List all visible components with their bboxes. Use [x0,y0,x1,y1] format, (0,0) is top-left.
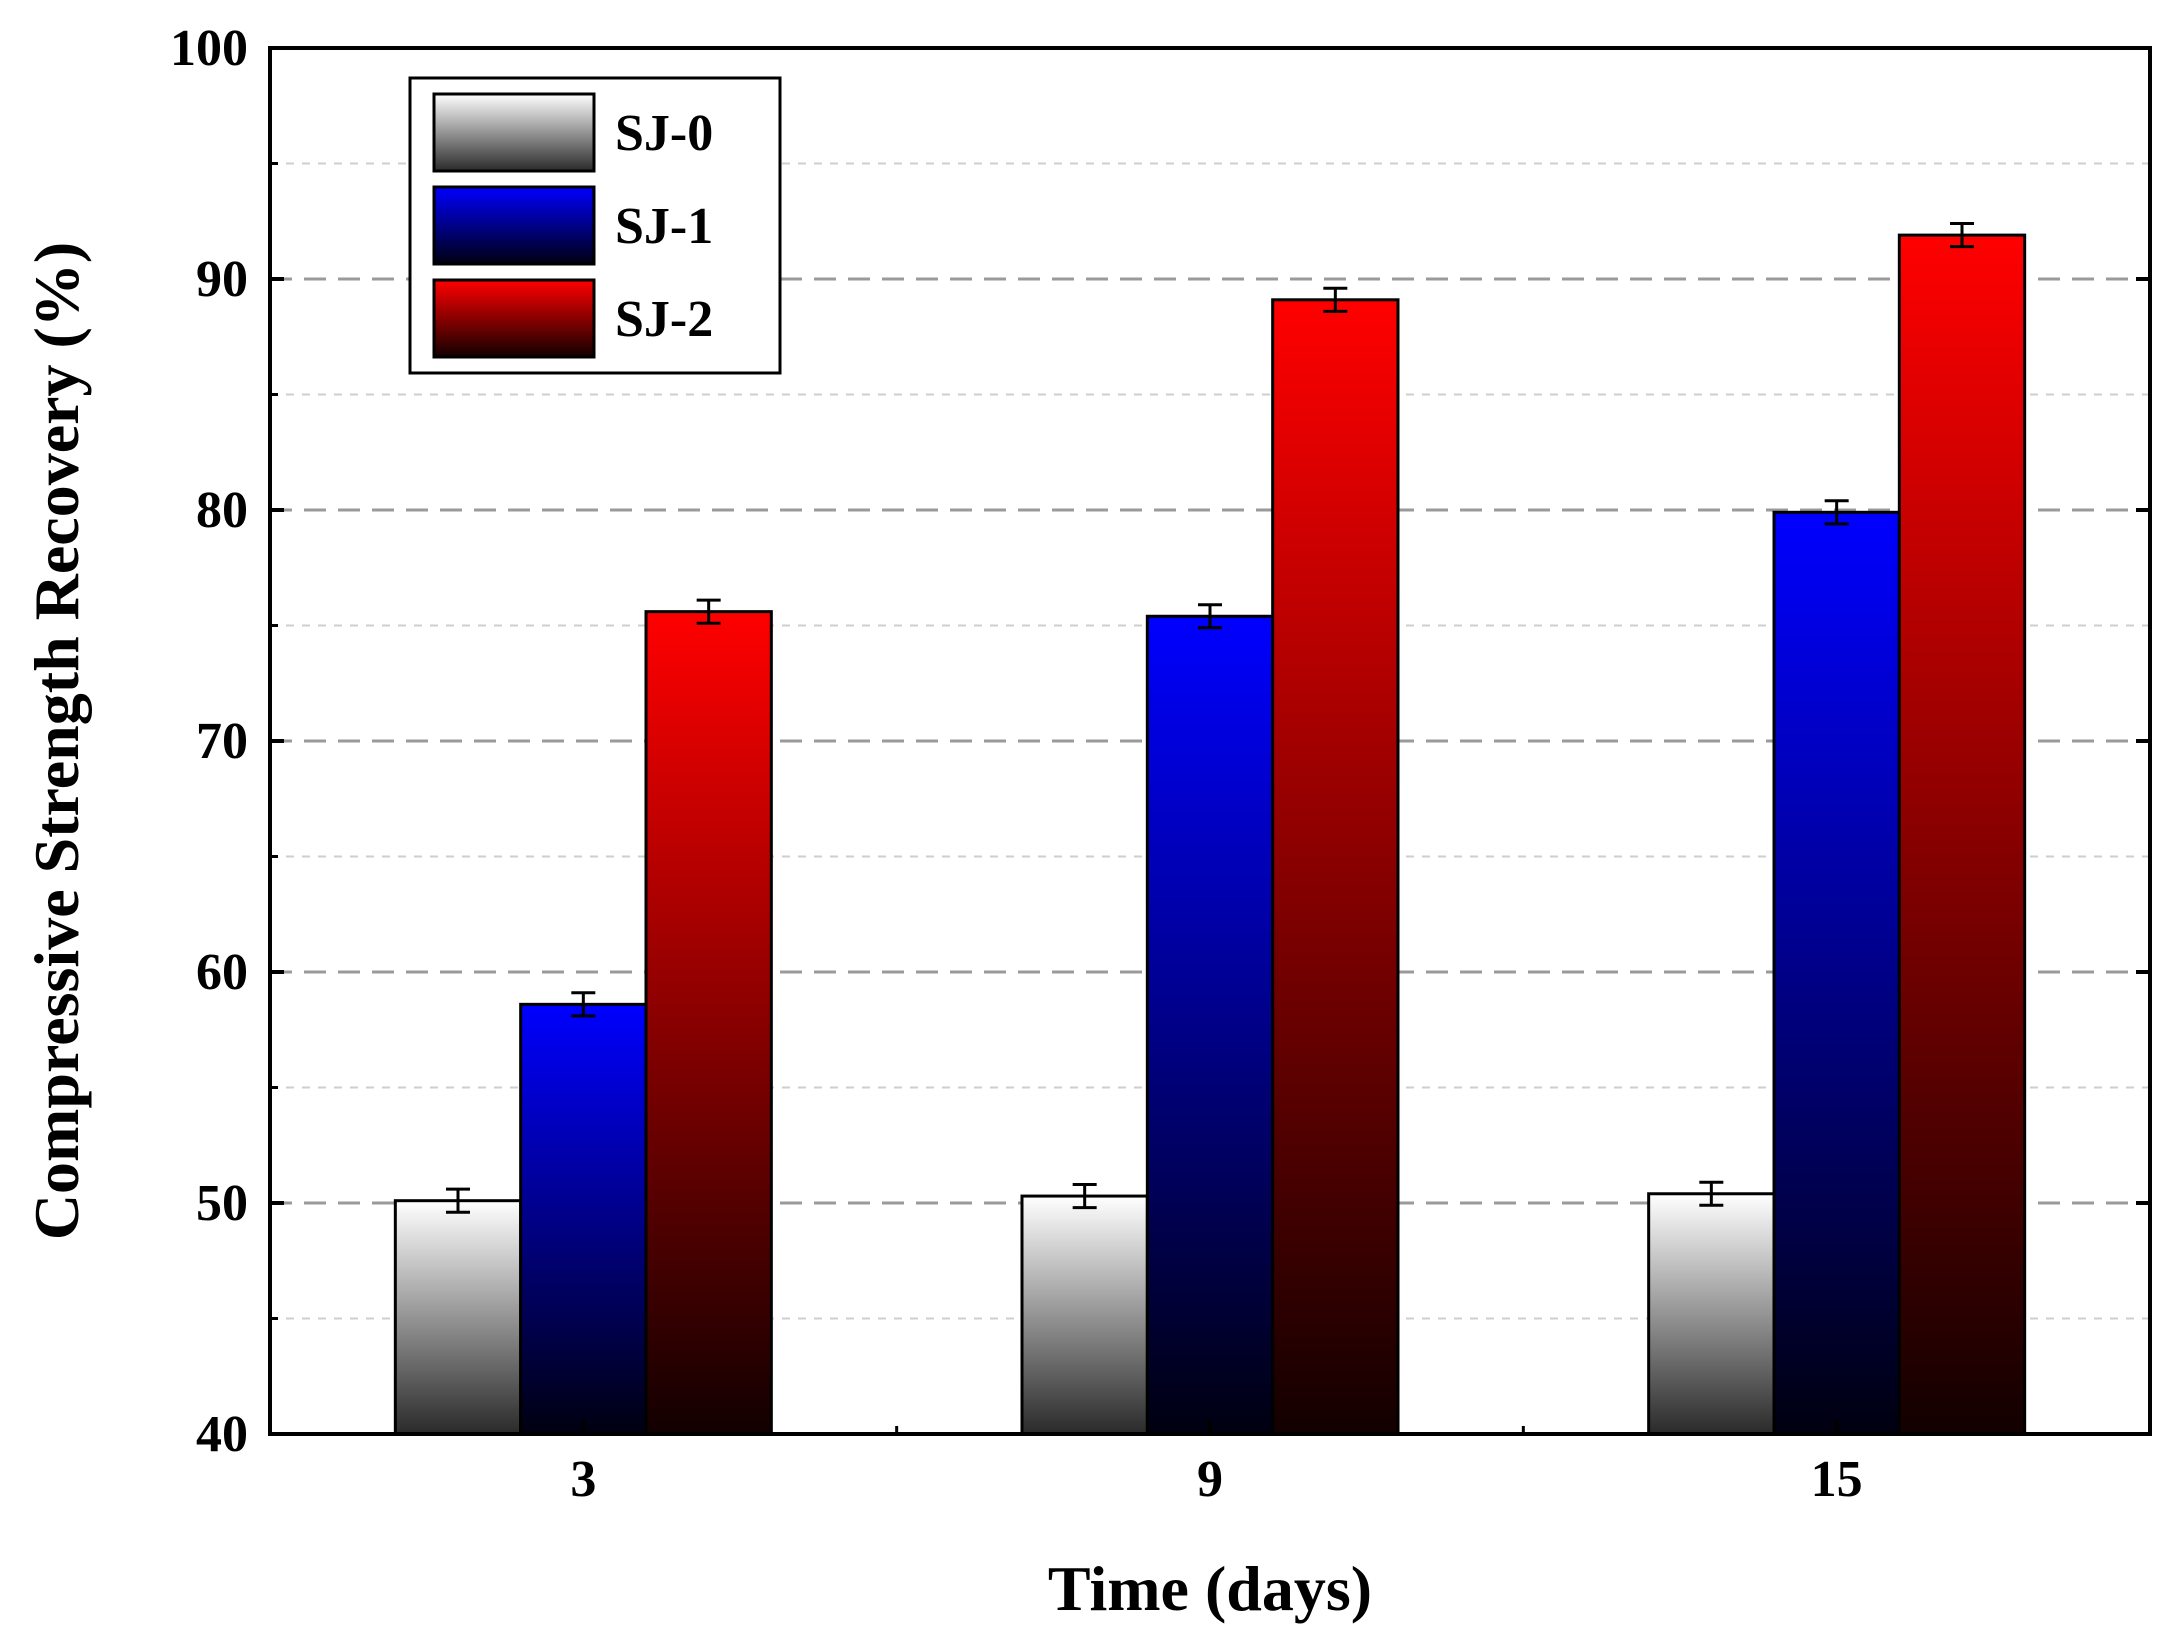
legend-label-sj-0: SJ-0 [615,105,713,162]
x-tick-label: 3 [570,1451,596,1508]
x-tick-label: 9 [1197,1451,1223,1508]
error-bars [446,222,1974,1214]
error-bar-sj-2-day-15 [1950,222,1974,249]
bar-sj-2-day-15 [1897,233,2027,1436]
y-tick-label: 70 [196,713,248,770]
error-bar-sj-1-day-15 [1824,499,1849,526]
legend-swatch-sj-1 [432,185,596,266]
error-bar-sj-1-day-9 [1198,603,1222,630]
bar-sj-0-day-9 [1020,1194,1149,1436]
x-axis-title: Time (days) [1048,1553,1372,1624]
error-bar-sj-0-day-15 [1699,1180,1724,1207]
y-axis-title: Compressive Strength Recovery (%) [21,242,92,1240]
bar-sj-2-day-9 [1271,298,1400,1436]
bar-sj-0-day-15 [1647,1192,1776,1436]
x-tick-label: 15 [1811,1451,1863,1508]
bar-sj-1-day-15 [1772,510,1901,1436]
bars [393,233,2027,1436]
error-bar-sj-1-day-3 [571,991,596,1018]
y-tick-label: 50 [196,1175,248,1232]
legend-label-sj-1: SJ-1 [615,198,713,255]
bar-sj-2-day-3 [644,610,773,1436]
error-bar-sj-0-day-3 [446,1187,470,1214]
y-tick-label: 40 [196,1406,248,1463]
bar-sj-1-day-3 [519,1002,648,1436]
y-tick-label: 100 [170,20,248,77]
y-tick-label: 60 [196,944,248,1001]
legend-label-sj-2: SJ-2 [615,291,713,348]
bar-sj-1-day-9 [1145,614,1275,1436]
error-bar-sj-2-day-3 [696,598,721,625]
y-tick-label: 90 [196,251,248,308]
bar-sj-0-day-3 [393,1199,523,1436]
legend: SJ-0 SJ-1 SJ-2 [408,76,782,375]
axis-ticks: 40 50 60 70 80 90 100 3 9 15 [170,20,2150,1508]
error-bar-sj-0-day-9 [1072,1183,1097,1210]
legend-swatch-sj-2 [432,278,596,359]
legend-swatch-sj-0 [432,92,596,173]
y-tick-label: 80 [196,482,248,539]
error-bar-sj-2-day-9 [1323,286,1348,313]
